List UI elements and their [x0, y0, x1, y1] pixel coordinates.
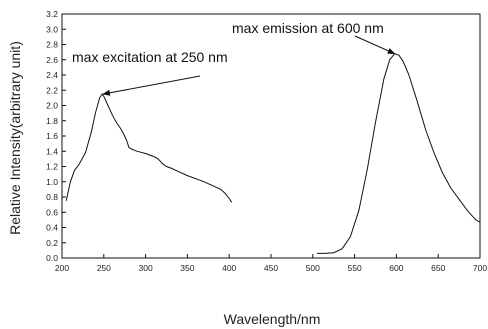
- annotation-excitation-label: max excitation at 250 nm: [72, 49, 228, 65]
- annotation-emission-arrow: [354, 35, 396, 55]
- y-tick-label: 1.0: [46, 177, 58, 187]
- y-tick-label: 2.2: [46, 85, 58, 95]
- y-tick-label: 0.8: [46, 192, 58, 202]
- y-tick-label: 0.2: [46, 238, 58, 248]
- y-tick-label: 3.0: [46, 24, 58, 34]
- excitation-series-line: [65, 93, 233, 203]
- annotation-emission-label: max emission at 600 nm: [232, 20, 384, 36]
- annotation-excitation-arrow: [102, 75, 201, 96]
- x-tick-label: 500: [306, 263, 320, 273]
- y-tick-label: 1.6: [46, 131, 58, 141]
- x-tick-label: 250: [97, 263, 111, 273]
- y-tick-label: 1.2: [46, 162, 58, 172]
- y-tick-label: 3.2: [46, 9, 58, 19]
- y-axis: 0.0 0.2 0.4 0.6 0.8 1.0 1.2 1.4 1.6 1.8 2.0 2.2 2.4 2…: [46, 9, 66, 263]
- x-tick-label: 650: [431, 263, 445, 273]
- x-tick-label: 200: [55, 263, 69, 273]
- x-tick-label: 550: [348, 263, 362, 273]
- y-tick-label: 1.4: [46, 146, 58, 156]
- x-tick-label: 400: [222, 263, 236, 273]
- x-tick-label: 300: [139, 263, 153, 273]
- y-tick-label: 2.0: [46, 101, 58, 111]
- x-tick-label: 600: [389, 263, 403, 273]
- x-axis-title: Wavelength/nm: [224, 311, 321, 327]
- series-group: [65, 53, 481, 254]
- y-tick-label: 2.8: [46, 40, 58, 50]
- x-tick-label: 450: [264, 263, 278, 273]
- x-axis: 200 250 300 350 400 450 500 550 600 650 700: [55, 254, 487, 273]
- y-axis-title: Relative Intensity(arbitrary unit): [7, 41, 23, 235]
- y-tick-label: 0.0: [46, 253, 58, 263]
- y-tick-label: 1.8: [46, 116, 58, 126]
- y-tick-label: 0.6: [46, 207, 58, 217]
- x-tick-label: 700: [473, 263, 487, 273]
- emission-series-line: [317, 53, 481, 254]
- y-tick-label: 0.4: [46, 223, 58, 233]
- y-tick-label: 2.6: [46, 55, 58, 65]
- x-tick-label: 350: [180, 263, 194, 273]
- y-tick-label: 2.4: [46, 70, 58, 80]
